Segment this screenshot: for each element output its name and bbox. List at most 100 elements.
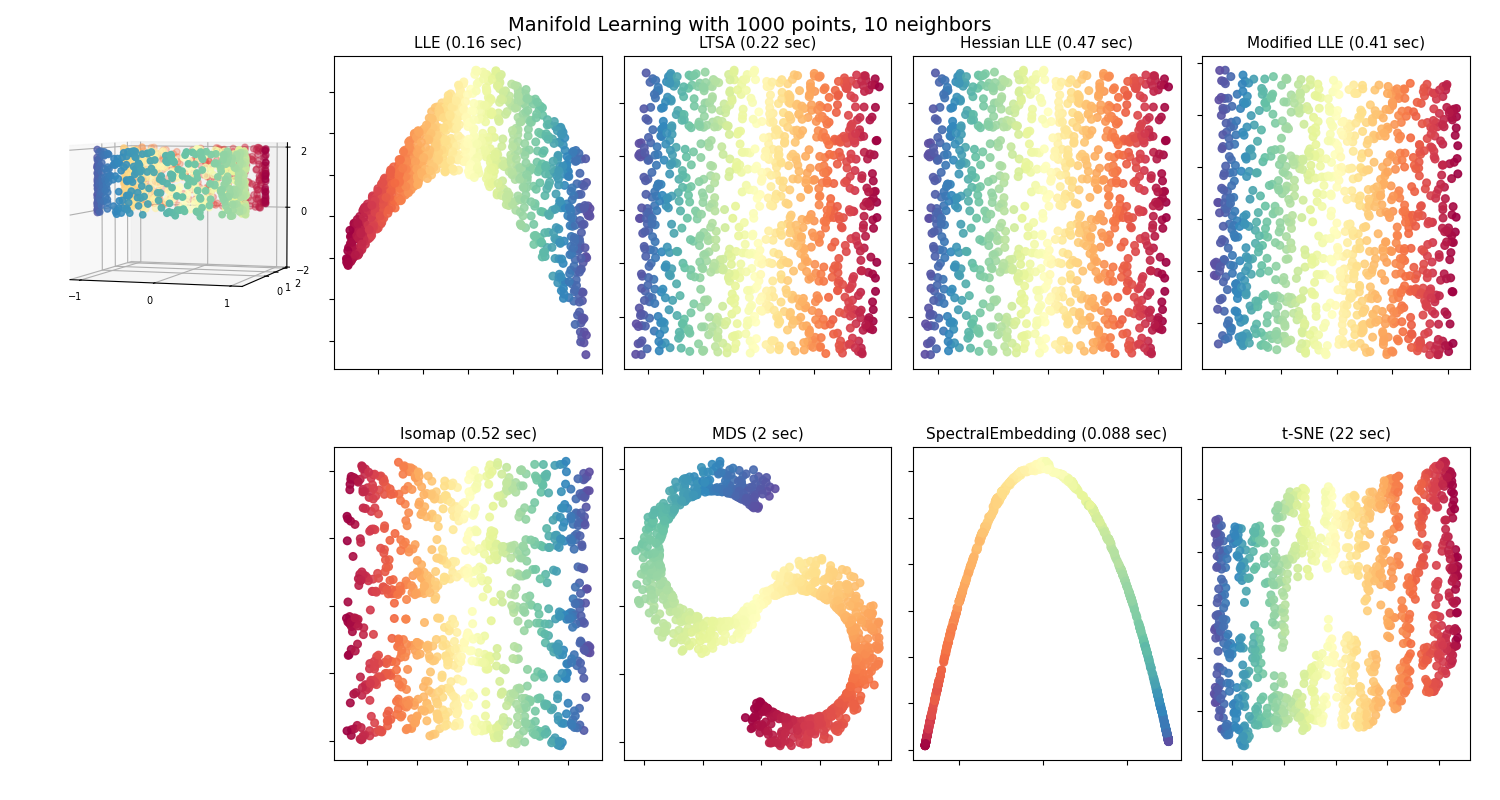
Point <box>1438 321 1462 334</box>
Point <box>474 302 498 315</box>
Point <box>406 277 430 290</box>
Point <box>1101 83 1125 96</box>
Point <box>345 198 369 210</box>
Point <box>1020 186 1044 198</box>
Point <box>1287 105 1311 118</box>
Point <box>1250 101 1274 114</box>
Point <box>506 567 530 580</box>
Point <box>657 134 681 146</box>
Point <box>672 313 696 326</box>
Point <box>865 256 889 269</box>
Point <box>356 210 380 223</box>
Point <box>807 292 831 305</box>
Point <box>680 180 703 193</box>
Point <box>1371 479 1395 492</box>
Point <box>852 70 876 82</box>
Point <box>417 218 441 231</box>
Point <box>747 597 771 610</box>
Point <box>1382 228 1406 241</box>
Point <box>1010 465 1034 478</box>
Point <box>1077 499 1101 512</box>
Point <box>850 347 874 360</box>
Point <box>657 586 681 599</box>
Point <box>981 81 1005 94</box>
Point <box>734 711 758 724</box>
Point <box>730 470 754 482</box>
Point <box>920 710 944 722</box>
Point <box>836 578 860 591</box>
Point <box>1246 151 1270 164</box>
Point <box>348 532 372 545</box>
Point <box>840 614 864 626</box>
Point <box>1104 204 1128 217</box>
Point <box>1227 723 1251 736</box>
Point <box>915 733 939 746</box>
Point <box>782 314 806 326</box>
Point <box>1413 657 1437 670</box>
Point <box>1131 92 1155 105</box>
Point <box>1010 466 1034 478</box>
Point <box>1378 480 1402 493</box>
Point <box>413 247 436 260</box>
Point <box>406 566 430 578</box>
Point <box>1365 116 1389 129</box>
Point <box>1030 113 1054 126</box>
Point <box>1353 718 1377 731</box>
Point <box>1224 712 1248 725</box>
Point <box>750 166 774 178</box>
Point <box>1134 642 1158 654</box>
Point <box>352 218 376 231</box>
Point <box>1070 289 1094 302</box>
Point <box>651 510 675 522</box>
Point <box>766 148 790 161</box>
Point <box>660 190 684 202</box>
Point <box>970 528 994 541</box>
Point <box>858 194 882 207</box>
Point <box>465 321 489 334</box>
Point <box>504 698 528 710</box>
Point <box>993 486 1017 498</box>
Point <box>554 498 578 511</box>
Point <box>1119 593 1143 606</box>
Point <box>1372 77 1396 90</box>
Point <box>982 97 1006 110</box>
Point <box>954 278 978 290</box>
Point <box>1428 90 1452 103</box>
Point <box>1431 538 1455 551</box>
Point <box>413 244 436 257</box>
Point <box>928 670 952 682</box>
Point <box>1218 78 1242 90</box>
Point <box>1142 199 1166 212</box>
Point <box>352 134 376 147</box>
Point <box>974 522 998 534</box>
Point <box>1059 478 1083 490</box>
Point <box>1388 234 1411 247</box>
Point <box>729 266 753 278</box>
Point <box>1246 662 1270 675</box>
Point <box>1413 488 1437 501</box>
Point <box>496 483 520 496</box>
Point <box>759 169 783 182</box>
Point <box>948 69 972 82</box>
Point <box>1044 285 1068 298</box>
Point <box>1434 632 1458 645</box>
Point <box>1066 92 1090 105</box>
Point <box>435 494 459 506</box>
Point <box>776 584 800 597</box>
Point <box>483 282 507 295</box>
Point <box>788 84 812 97</box>
Point <box>837 615 861 628</box>
Point <box>1086 183 1110 196</box>
Point <box>1230 738 1254 751</box>
Point <box>1154 720 1178 733</box>
Point <box>693 110 717 122</box>
Point <box>1440 348 1464 361</box>
Point <box>759 112 783 125</box>
Point <box>366 572 390 585</box>
Point <box>1114 266 1138 279</box>
Point <box>368 258 392 271</box>
Point <box>702 198 726 210</box>
Point <box>1284 217 1308 230</box>
Point <box>1238 710 1262 723</box>
Point <box>350 262 374 275</box>
